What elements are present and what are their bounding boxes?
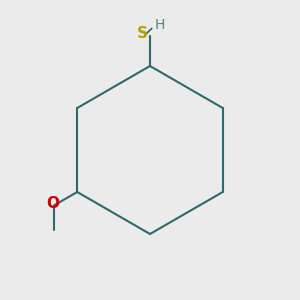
- Text: H: H: [155, 18, 165, 32]
- Text: O: O: [46, 196, 59, 211]
- Text: S: S: [137, 26, 148, 41]
